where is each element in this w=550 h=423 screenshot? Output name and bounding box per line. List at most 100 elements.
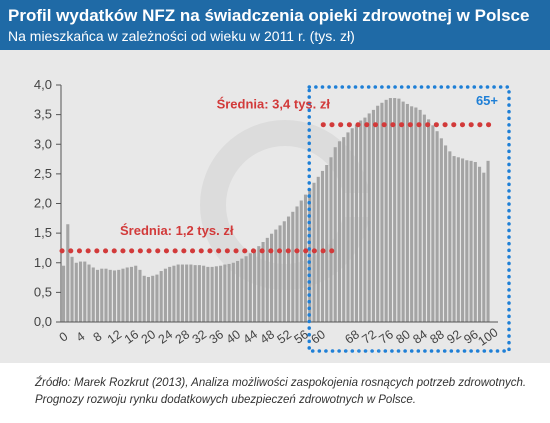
bar: [78, 261, 83, 322]
bar: [163, 268, 167, 322]
bar: [320, 170, 325, 322]
average-label: Średnia: 3,4 tys. zł: [217, 97, 331, 112]
bar: [461, 158, 465, 322]
bar: [397, 98, 401, 322]
x-tick-label: 72: [359, 327, 378, 346]
bar: [346, 132, 350, 322]
bar: [108, 269, 112, 322]
bar: [422, 114, 426, 322]
y-tick-label: 0,5: [34, 284, 52, 299]
bar: [388, 98, 392, 322]
bar: [70, 256, 74, 322]
bar: [410, 106, 414, 322]
chart-header: Profil wydatków NFZ na świadczenia opiek…: [0, 0, 550, 50]
y-tick-label: 2,5: [34, 166, 52, 181]
bar: [469, 160, 473, 322]
bar: [168, 266, 172, 322]
bar: [227, 263, 231, 322]
bar: [240, 258, 244, 322]
bar: [248, 253, 252, 322]
source-line-1: Źródło: Marek Rozkrut (2013), Analiza mo…: [35, 377, 527, 389]
bar: [431, 125, 435, 322]
bar: [193, 265, 197, 322]
bar: [486, 160, 490, 322]
bar: [231, 262, 235, 322]
bar: [456, 157, 460, 322]
bar: [138, 269, 142, 322]
x-tick-label: 100: [475, 325, 500, 348]
bar: [172, 265, 176, 322]
bar: [180, 264, 184, 322]
highlight-label: 65+: [476, 93, 498, 108]
bar: [125, 267, 129, 322]
bar: [146, 276, 150, 322]
y-tick-label: 4,0: [34, 77, 52, 92]
bar: [384, 99, 388, 322]
source-note: Źródło: Marek Rozkrut (2013), Analiza mo…: [35, 375, 545, 409]
x-tick-label: 12: [105, 327, 124, 346]
bar: [482, 172, 486, 322]
bar: [427, 119, 431, 323]
bar: [274, 229, 278, 322]
bar: [295, 206, 299, 322]
bar: [155, 274, 159, 322]
y-tick-label: 1,5: [34, 225, 52, 240]
x-tick-label: 44: [241, 327, 260, 346]
x-tick-label: 80: [393, 327, 412, 346]
bar: [244, 256, 248, 322]
bar: [333, 147, 337, 322]
bar-series: [62, 98, 490, 323]
bar: [87, 264, 91, 322]
annotations: 65+ Średnia: 1,2 tys. zł Średnia: 3,4 tys.…: [59, 85, 511, 353]
bar: [354, 124, 359, 322]
x-tick-label: 96: [461, 327, 480, 346]
bar: [291, 211, 295, 322]
bar: [452, 156, 456, 322]
bar: [104, 268, 108, 322]
bar: [448, 151, 452, 322]
y-tick-label: 2,0: [34, 196, 52, 211]
bar: [134, 265, 138, 322]
bar: [253, 249, 257, 322]
bar: [189, 264, 193, 322]
bar: [405, 103, 409, 323]
bar: [380, 102, 384, 323]
bar: [376, 105, 380, 322]
bar: [210, 266, 214, 322]
bar: [223, 264, 227, 322]
bar: [265, 237, 269, 322]
x-tick-label: 84: [410, 327, 429, 346]
bar: [214, 266, 218, 322]
bar: [342, 137, 346, 322]
bar: [439, 138, 443, 322]
bar: [350, 128, 354, 322]
y-tick-label: 1,0: [34, 255, 52, 270]
bar: [278, 225, 282, 322]
x-tick-label: 76: [376, 327, 395, 346]
highlight-box-65-plus: [307, 85, 511, 353]
bar: [95, 269, 100, 322]
bar: [261, 242, 265, 322]
bar: [142, 275, 146, 322]
bar: [473, 162, 477, 322]
bar: [117, 269, 121, 322]
x-tick-label: 92: [444, 327, 463, 346]
bar: [74, 262, 78, 322]
bar: [325, 164, 329, 322]
bar: [444, 145, 448, 322]
bar: [363, 117, 367, 323]
y-axis: 0,0 0,5 1,0 1,5 2,0 2,5 3,0 3,5 4,0: [34, 77, 62, 329]
bar: [197, 265, 201, 322]
bar: [112, 270, 117, 322]
bar: [91, 267, 95, 322]
bar: [337, 141, 342, 322]
bar: [393, 98, 397, 322]
bar: [329, 157, 333, 322]
bar: [282, 221, 286, 322]
x-tick-label: 8: [91, 329, 105, 344]
chart-subtitle: Na mieszkańca w zależności od wieku w 20…: [8, 28, 355, 44]
bar: [62, 265, 66, 322]
